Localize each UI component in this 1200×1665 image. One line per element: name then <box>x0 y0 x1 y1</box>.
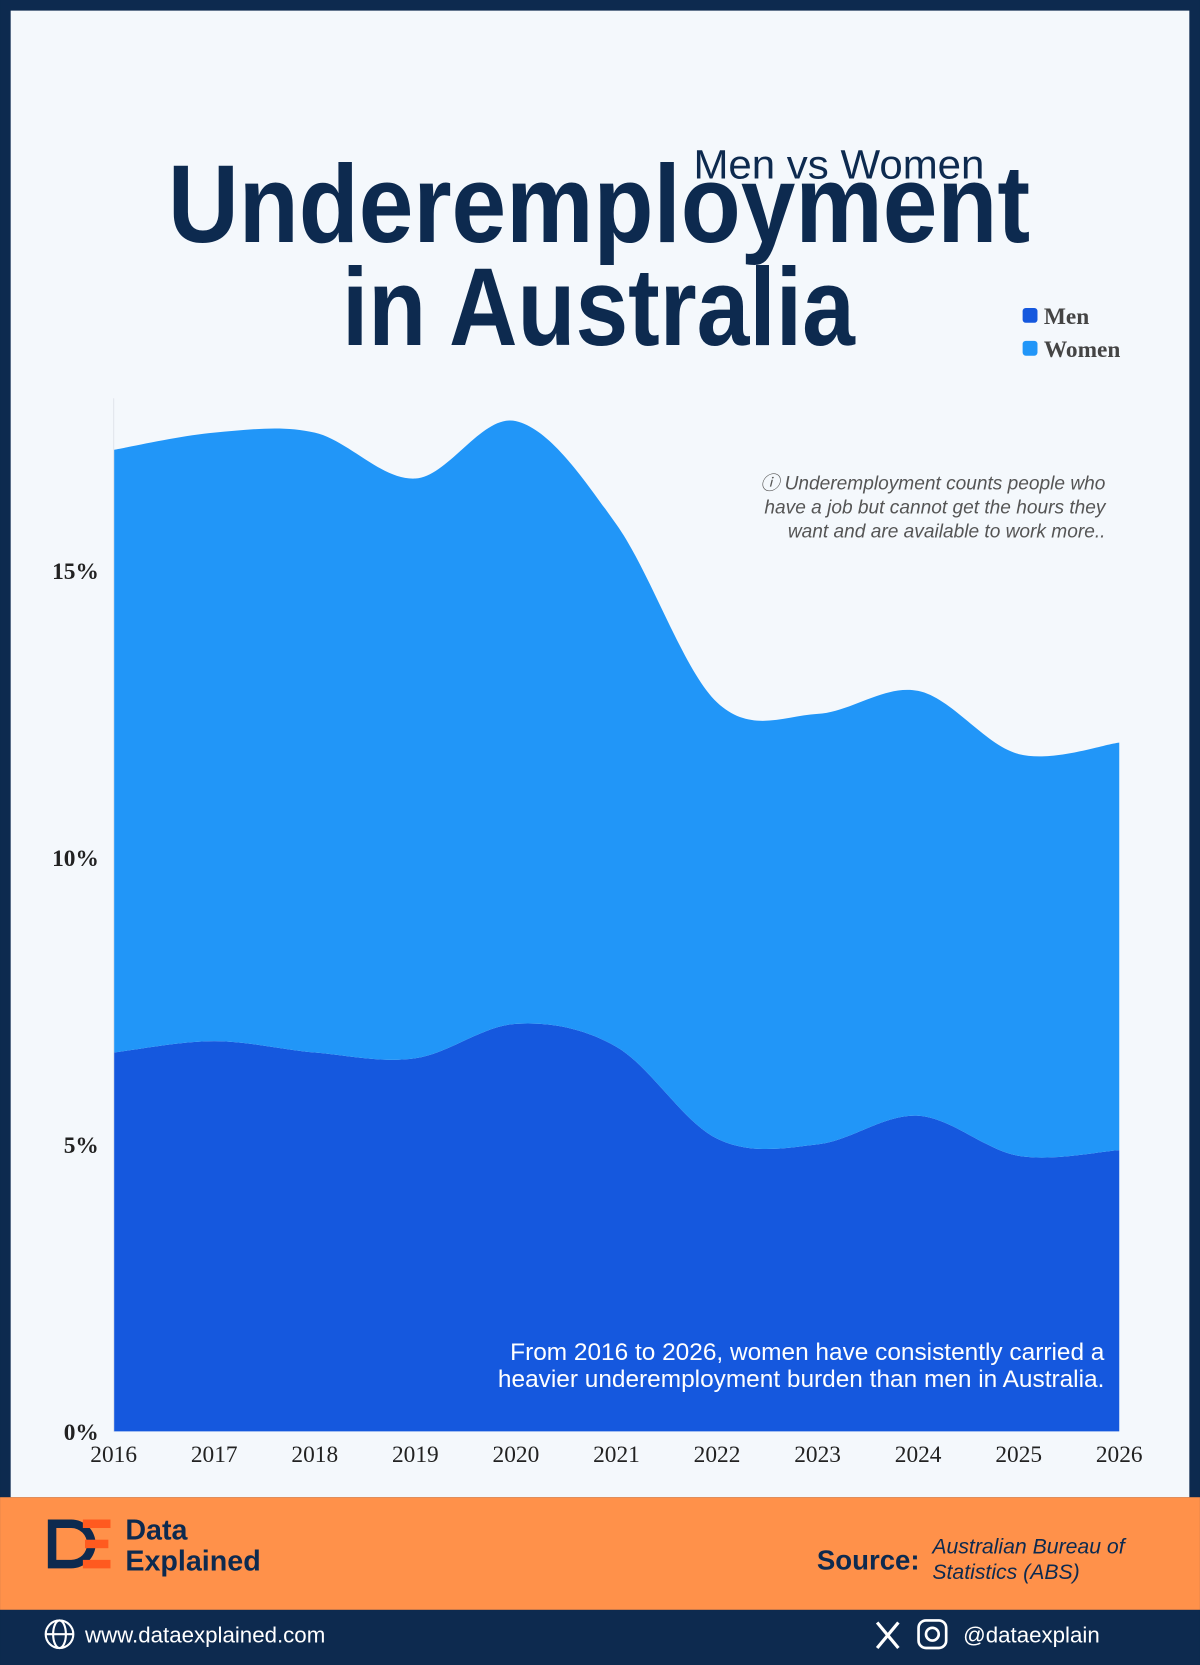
footer-band <box>0 1497 1200 1610</box>
summary: From 2016 to 2026, women have consistent… <box>510 1339 1105 1366</box>
source: Australian Bureau of <box>930 1536 1126 1559</box>
x-tick-label: 2022 <box>694 1442 741 1468</box>
title: Underemployment <box>168 143 1030 266</box>
x-tick-label: 2024 <box>895 1442 942 1468</box>
area <box>113 420 1120 1158</box>
legend-swatch <box>1022 340 1038 356</box>
legend-label: Women <box>1044 337 1121 363</box>
title: in Australia <box>342 246 856 369</box>
x-tick-label: 2025 <box>995 1442 1042 1468</box>
area <box>113 1023 1120 1432</box>
legend-label: Men <box>1044 304 1089 330</box>
handle: @dataexplain <box>963 1623 1100 1648</box>
chart: 0% 5% 10% 15% 2016 2017 2018 2019 2020 2021 2022 20… <box>52 304 1143 1468</box>
x-tick-label: 2023 <box>794 1442 841 1468</box>
summary: heavier underemployment burden than men … <box>498 1366 1104 1393</box>
x-tick-label: 2020 <box>493 1442 540 1468</box>
note: ⓘ Underemployment counts people who <box>760 473 1106 495</box>
note: have a job but cannot get the hours they <box>764 497 1106 518</box>
note: want and are available to work more.. <box>788 521 1106 542</box>
logo-d <box>47 1519 96 1569</box>
brand: Data <box>125 1515 188 1547</box>
y-tick-label: 10% <box>52 846 99 872</box>
x-tick-label: 2018 <box>291 1442 338 1468</box>
brand: Explained <box>125 1545 260 1577</box>
website: www.dataexplained.com <box>84 1623 325 1648</box>
logo-e <box>82 1559 111 1569</box>
y-tick-label: 5% <box>64 1133 99 1159</box>
subtitle: Men vs Women <box>693 141 984 187</box>
x-tick-label: 2017 <box>191 1442 238 1468</box>
y-tick-label: 0% <box>64 1420 99 1446</box>
instagram-icon[interactable] <box>917 1619 948 1650</box>
x-tick-label: 2019 <box>392 1442 439 1468</box>
logo <box>47 1519 111 1569</box>
logo-e <box>84 1539 109 1549</box>
logo-e <box>82 1519 111 1529</box>
y-tick-label: 15% <box>52 559 99 585</box>
x-tick-label: 2021 <box>593 1442 640 1468</box>
x-icon[interactable] <box>875 1621 900 1650</box>
globe-icon <box>44 1619 75 1650</box>
source: Statistics (ABS) <box>932 1561 1079 1584</box>
source-label: Source: <box>817 1544 920 1575</box>
legend-swatch <box>1022 307 1038 323</box>
x-tick-label: 2016 <box>90 1442 137 1468</box>
x-tick-label: 2026 <box>1096 1442 1143 1468</box>
